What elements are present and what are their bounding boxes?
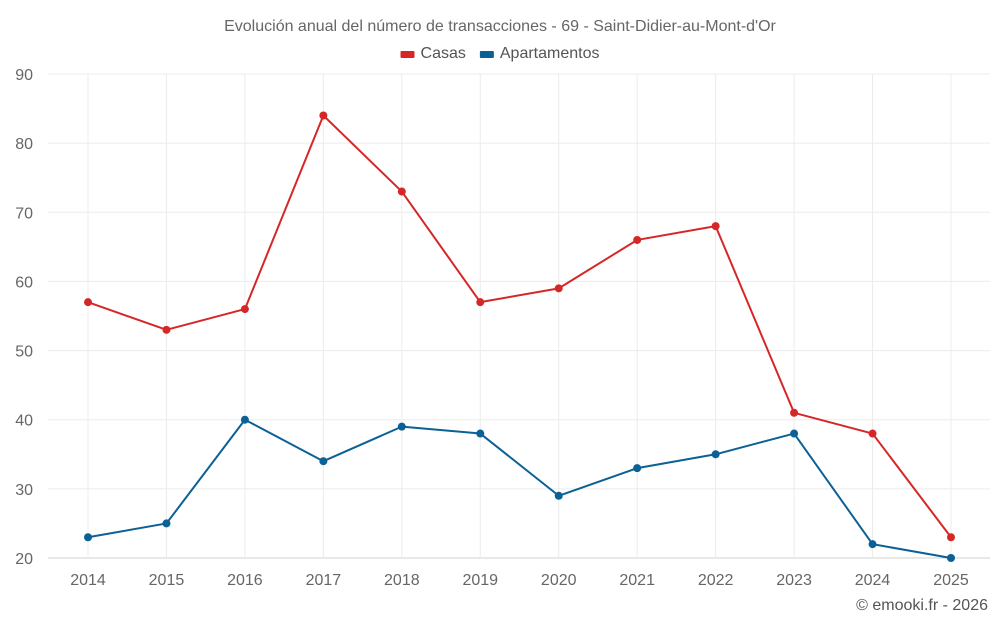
legend: Casas Apartamentos <box>400 45 600 62</box>
legend-swatch-casas <box>400 51 415 58</box>
x-tick-label-2023: 2023 <box>776 572 812 589</box>
data-point-apartamentos-2020[interactable] <box>554 491 563 500</box>
series-line-casas <box>87 114 952 538</box>
data-point-casas-2021[interactable] <box>633 235 642 244</box>
x-gridlines <box>87 74 952 558</box>
x-tick-label-2024: 2024 <box>855 572 891 589</box>
data-point-apartamentos-2023[interactable] <box>790 429 799 438</box>
series-casas <box>84 111 955 542</box>
y-tick-label-40: 40 <box>15 413 33 430</box>
x-axis-ticks: 2014 2015 2016 2017 2018 2019 2020 2021 2022 2023… <box>70 572 969 589</box>
series-line-apartamentos <box>87 418 952 559</box>
y-tick-label-90: 90 <box>15 67 33 84</box>
data-point-casas-2022[interactable] <box>711 222 720 231</box>
y-tick-label-80: 80 <box>15 136 33 153</box>
legend-item-apartamentos[interactable]: Apartamentos <box>479 45 600 62</box>
x-tick-label-2018: 2018 <box>384 572 420 589</box>
x-tick-label-2019: 2019 <box>462 572 498 589</box>
y-tick-label-60: 60 <box>15 274 33 291</box>
x-tick-label-2022: 2022 <box>698 572 734 589</box>
data-point-apartamentos-2024[interactable] <box>868 540 877 549</box>
y-tick-label-50: 50 <box>15 344 33 361</box>
x-tick-label-2025: 2025 <box>933 572 969 589</box>
data-point-casas-2016[interactable] <box>240 305 249 314</box>
data-point-casas-2020[interactable] <box>554 284 563 293</box>
series-layer <box>84 111 955 562</box>
data-point-casas-2018[interactable] <box>397 187 406 196</box>
chart-title: Evolución anual del número de transaccio… <box>224 18 776 35</box>
data-point-casas-2025[interactable] <box>947 533 955 542</box>
x-tick-label-2021: 2021 <box>619 572 655 589</box>
series-apartamentos <box>84 415 955 562</box>
x-tick-label-2017: 2017 <box>306 572 342 589</box>
x-tick-label-2020: 2020 <box>541 572 577 589</box>
data-point-apartamentos-2019[interactable] <box>476 429 485 438</box>
x-tick-label-2014: 2014 <box>70 572 106 589</box>
data-point-casas-2015[interactable] <box>162 325 171 334</box>
data-point-casas-2014[interactable] <box>84 298 92 307</box>
data-point-casas-2024[interactable] <box>868 429 877 438</box>
legend-swatch-apartamentos <box>479 51 494 58</box>
legend-item-casas[interactable]: Casas <box>400 45 466 62</box>
y-tick-label-70: 70 <box>15 205 33 222</box>
data-point-apartamentos-2016[interactable] <box>240 415 249 424</box>
data-point-apartamentos-2025[interactable] <box>947 554 955 562</box>
y-gridlines <box>48 73 990 559</box>
data-point-casas-2019[interactable] <box>476 298 485 307</box>
y-tick-label-20: 20 <box>15 551 33 568</box>
credit-text: © emooki.fr - 2026 <box>856 597 988 614</box>
data-point-apartamentos-2015[interactable] <box>162 519 171 528</box>
data-point-apartamentos-2017[interactable] <box>319 457 328 466</box>
data-point-apartamentos-2021[interactable] <box>633 464 642 473</box>
y-axis-ticks: 20 30 40 50 60 70 80 90 <box>15 67 33 568</box>
data-point-apartamentos-2022[interactable] <box>711 450 720 459</box>
data-point-casas-2023[interactable] <box>790 408 799 417</box>
legend-label-casas: Casas <box>421 45 466 62</box>
data-point-apartamentos-2018[interactable] <box>397 422 406 431</box>
data-point-apartamentos-2014[interactable] <box>84 533 92 542</box>
data-point-casas-2017[interactable] <box>319 111 328 120</box>
x-tick-label-2015: 2015 <box>149 572 185 589</box>
y-tick-label-30: 30 <box>15 482 33 499</box>
legend-label-apartamentos: Apartamentos <box>500 45 600 62</box>
x-tick-label-2016: 2016 <box>227 572 263 589</box>
